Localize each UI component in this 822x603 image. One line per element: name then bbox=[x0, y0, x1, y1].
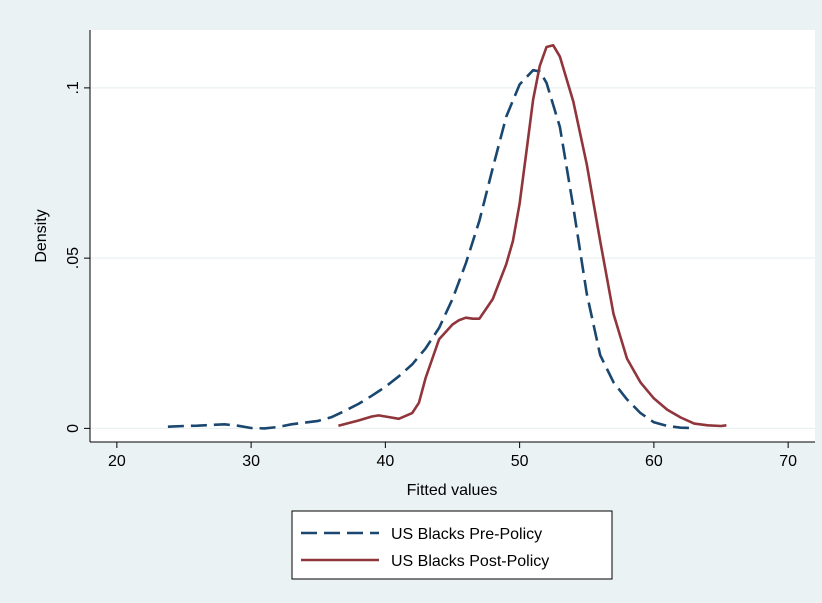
x-tick-label: 50 bbox=[511, 453, 529, 470]
legend-label-2: US Blacks Post-Policy bbox=[391, 553, 549, 570]
legend-label-1: US Blacks Pre-Policy bbox=[391, 526, 542, 543]
y-tick-label: .05 bbox=[65, 247, 82, 269]
legend-items: US Blacks Pre-Policy US Blacks Post-Polic… bbox=[301, 526, 549, 570]
x-tick-label: 30 bbox=[242, 453, 260, 470]
x-tick-label: 60 bbox=[645, 453, 663, 470]
series-layer bbox=[167, 43, 727, 430]
x-tick-label: 40 bbox=[376, 453, 394, 470]
series-line-1 bbox=[167, 68, 692, 430]
x-tick-label: 70 bbox=[779, 453, 797, 470]
gridlines bbox=[90, 87, 815, 429]
y-axis-title: Density bbox=[33, 209, 50, 262]
series-line-2 bbox=[338, 43, 727, 428]
plot-area bbox=[90, 30, 815, 442]
x-ticks: 20 30 40 50 60 70 bbox=[108, 442, 797, 470]
x-axis-title: Fitted values bbox=[407, 482, 498, 499]
y-ticks: 0 .05 .1 bbox=[65, 81, 90, 433]
y-tick-label: .1 bbox=[65, 81, 82, 94]
y-tick-label: 0 bbox=[65, 424, 82, 433]
legend: US Blacks Pre-Policy US Blacks Post-Polic… bbox=[291, 510, 613, 580]
x-tick-label: 20 bbox=[108, 453, 126, 470]
legend-box bbox=[291, 510, 613, 580]
